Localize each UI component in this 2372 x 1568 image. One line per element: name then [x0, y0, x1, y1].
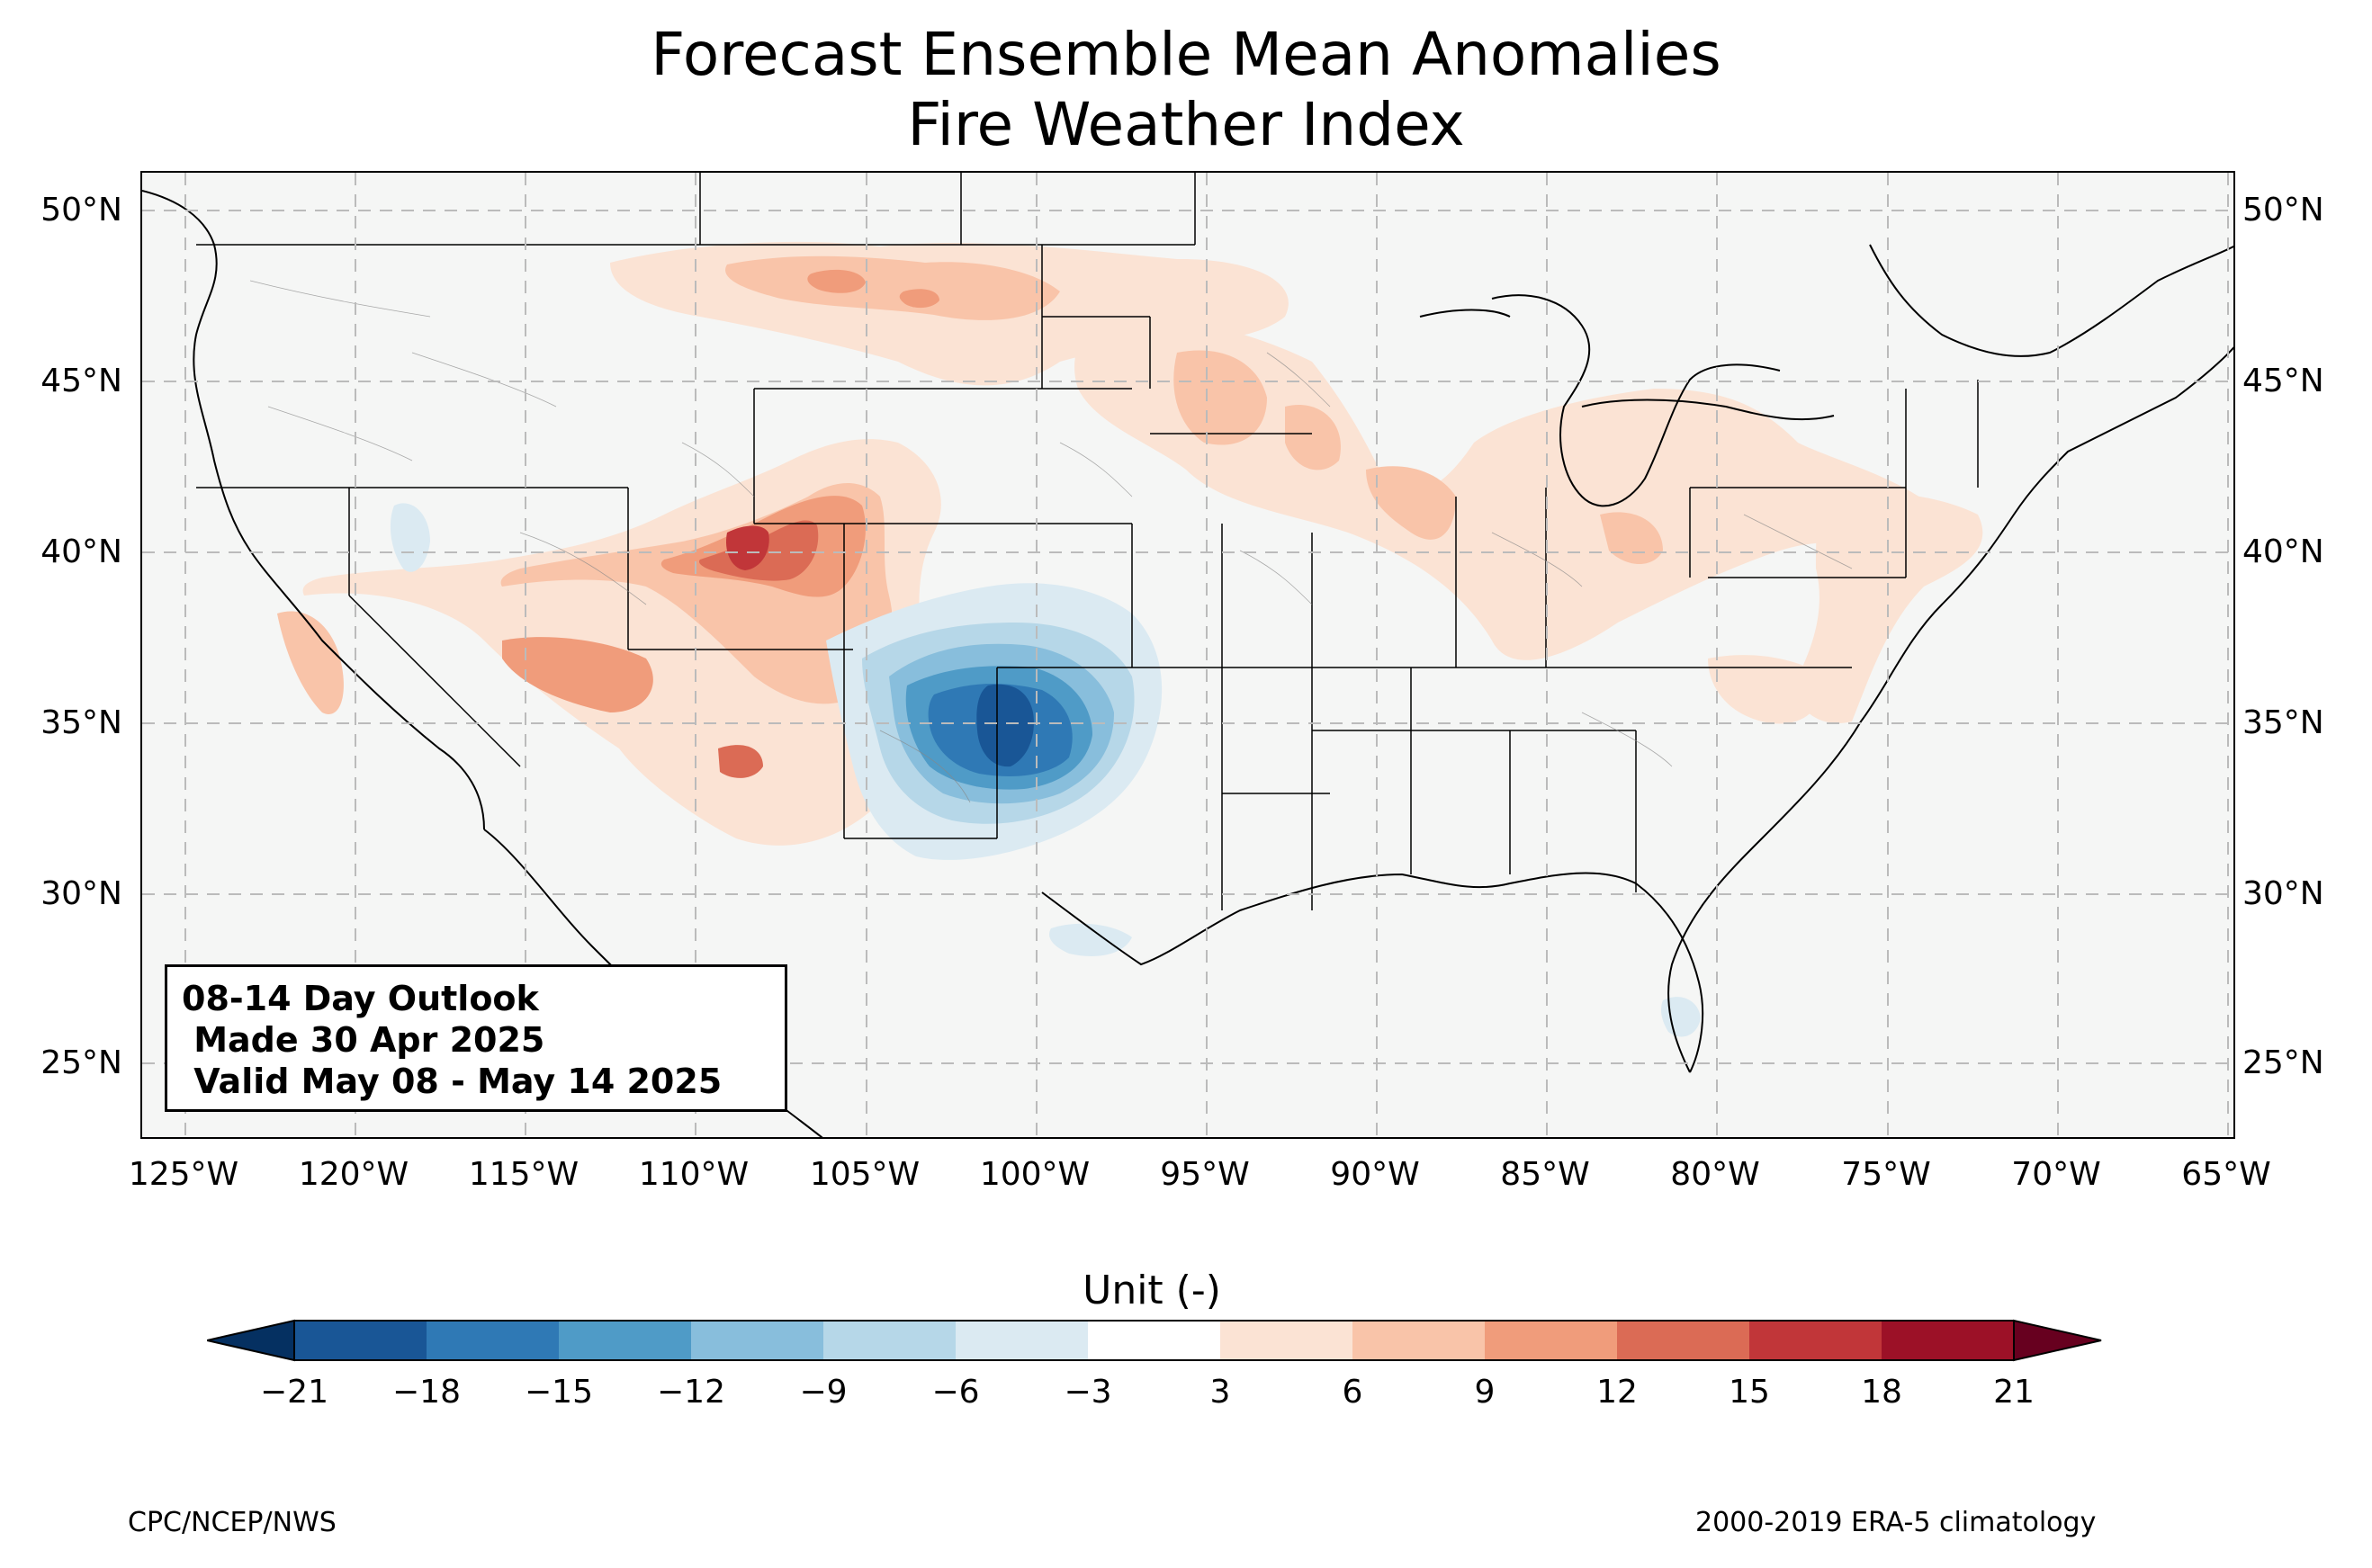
- lon-label-120: 120°W: [298, 1156, 409, 1193]
- colorbar-tick: −9: [799, 1374, 848, 1411]
- colorbar-tick: −21: [260, 1374, 328, 1411]
- lat-label-25-right: 25°N: [2242, 1044, 2324, 1081]
- colorbar-segment: [294, 1321, 427, 1360]
- colorbar-tick: 21: [1993, 1374, 2035, 1411]
- anomaly-arizona-9: [502, 637, 653, 712]
- lon-label-80: 80°W: [1670, 1156, 1760, 1193]
- colorbar-segment: [1088, 1321, 1220, 1360]
- colorbar-tick: −18: [392, 1374, 461, 1411]
- anomaly-colorado-15: [725, 525, 769, 570]
- anomaly-montana-9: [807, 269, 866, 293]
- anomaly-upper-midwest-3: [1074, 315, 1942, 660]
- colorbar-segment: [956, 1321, 1088, 1360]
- colorbar-tick: 9: [1474, 1374, 1496, 1411]
- colorbar-segment: [427, 1321, 559, 1360]
- colorbar-segment: [1882, 1321, 2014, 1360]
- lon-label-95: 95°W: [1160, 1156, 1250, 1193]
- colorbar-tick: 18: [1861, 1374, 1902, 1411]
- lon-label-65: 65°W: [2181, 1156, 2271, 1193]
- colorbar-tick: 6: [1342, 1374, 1363, 1411]
- made-date: Made 30 Apr 2025: [182, 1020, 545, 1060]
- anomaly-minnesota-6b: [1285, 405, 1341, 470]
- anomaly-illinois-6: [1366, 466, 1456, 540]
- lon-label-75: 75°W: [1841, 1156, 1931, 1193]
- anomaly-nd-9: [899, 289, 939, 309]
- lon-label-105: 105°W: [809, 1156, 921, 1193]
- lat-label-30: 30°N: [40, 875, 122, 912]
- anomaly-california-6: [277, 611, 344, 714]
- lon-label-110: 110°W: [638, 1156, 750, 1193]
- map-title: Forecast Ensemble Mean Anomalies: [651, 20, 1721, 89]
- lon-label-125: 125°W: [128, 1156, 239, 1193]
- state-borders: [196, 173, 1979, 910]
- colorbar-tick: −12: [657, 1374, 725, 1411]
- colorbar-tick: 15: [1729, 1374, 1770, 1411]
- lon-label-90: 90°W: [1330, 1156, 1420, 1193]
- outlook-period: 08-14 Day Outlook: [182, 979, 539, 1018]
- lat-label-35-right: 35°N: [2242, 704, 2324, 741]
- outlook-info-box: 08-14 Day Outlook Made 30 Apr 2025 Valid…: [165, 964, 787, 1112]
- colorbar: [207, 1319, 2102, 1362]
- colorbar-segment: [1220, 1321, 1352, 1360]
- lon-label-70: 70°W: [2011, 1156, 2101, 1193]
- lat-label-50: 50°N: [40, 192, 122, 228]
- anomaly-nevada-3: [390, 503, 430, 572]
- climatology-note: 2000-2019 ERA-5 climatology: [1695, 1507, 2097, 1538]
- colorbar-title: Unit (-): [1083, 1268, 1221, 1313]
- lat-label-45-right: 45°N: [2242, 363, 2324, 399]
- source-credit: CPC/NCEP/NWS: [128, 1507, 337, 1538]
- colorbar-segment: [691, 1321, 823, 1360]
- anomaly-panhandle-18: [976, 684, 1034, 767]
- anomaly-nm-12: [718, 745, 763, 778]
- anomaly-midatlantic-3: [1796, 493, 1983, 723]
- colorbar-segment: [559, 1321, 691, 1360]
- colorbar-segment: [1749, 1321, 1882, 1360]
- lat-label-45: 45°N: [40, 363, 122, 399]
- map-subtitle: Fire Weather Index: [907, 90, 1465, 159]
- lat-label-40-right: 40°N: [2242, 533, 2324, 570]
- colorbar-extend-low: [207, 1319, 295, 1362]
- valid-dates: Valid May 08 - May 14 2025: [182, 1062, 723, 1101]
- colorbar-segment: [1485, 1321, 1617, 1360]
- colorbar-segment: [823, 1321, 956, 1360]
- lat-label-35: 35°N: [40, 704, 122, 741]
- lat-label-30-right: 30°N: [2242, 875, 2324, 912]
- colorbar-outline: [293, 1320, 2015, 1361]
- colorbar-extend-high: [2013, 1319, 2102, 1362]
- anomaly-florida-3: [1661, 997, 1701, 1037]
- lat-label-50-right: 50°N: [2242, 192, 2324, 228]
- anomaly-ohio-6: [1600, 512, 1663, 564]
- colorbar-tick: −6: [931, 1374, 980, 1411]
- lat-label-25: 25°N: [40, 1044, 122, 1081]
- colorbar-tick: 3: [1209, 1374, 1231, 1411]
- lat-label-40: 40°N: [40, 533, 122, 570]
- colorbar-tick: −3: [1064, 1374, 1112, 1411]
- colorbar-segment: [1352, 1321, 1485, 1360]
- colorbar-tick: −15: [525, 1374, 593, 1411]
- colorbar-segment: [1617, 1321, 1749, 1360]
- colorbar-tick: 12: [1596, 1374, 1638, 1411]
- lon-label-115: 115°W: [468, 1156, 580, 1193]
- anomaly-north-plains-6: [725, 255, 1060, 320]
- anomaly-texas-coast-3: [1049, 923, 1132, 956]
- anomaly-minnesota-6: [1173, 350, 1267, 445]
- county-lines: [249, 280, 1853, 803]
- lon-label-85: 85°W: [1500, 1156, 1590, 1193]
- anomaly-carolinas-3: [1708, 655, 1825, 724]
- lon-label-100: 100°W: [979, 1156, 1091, 1193]
